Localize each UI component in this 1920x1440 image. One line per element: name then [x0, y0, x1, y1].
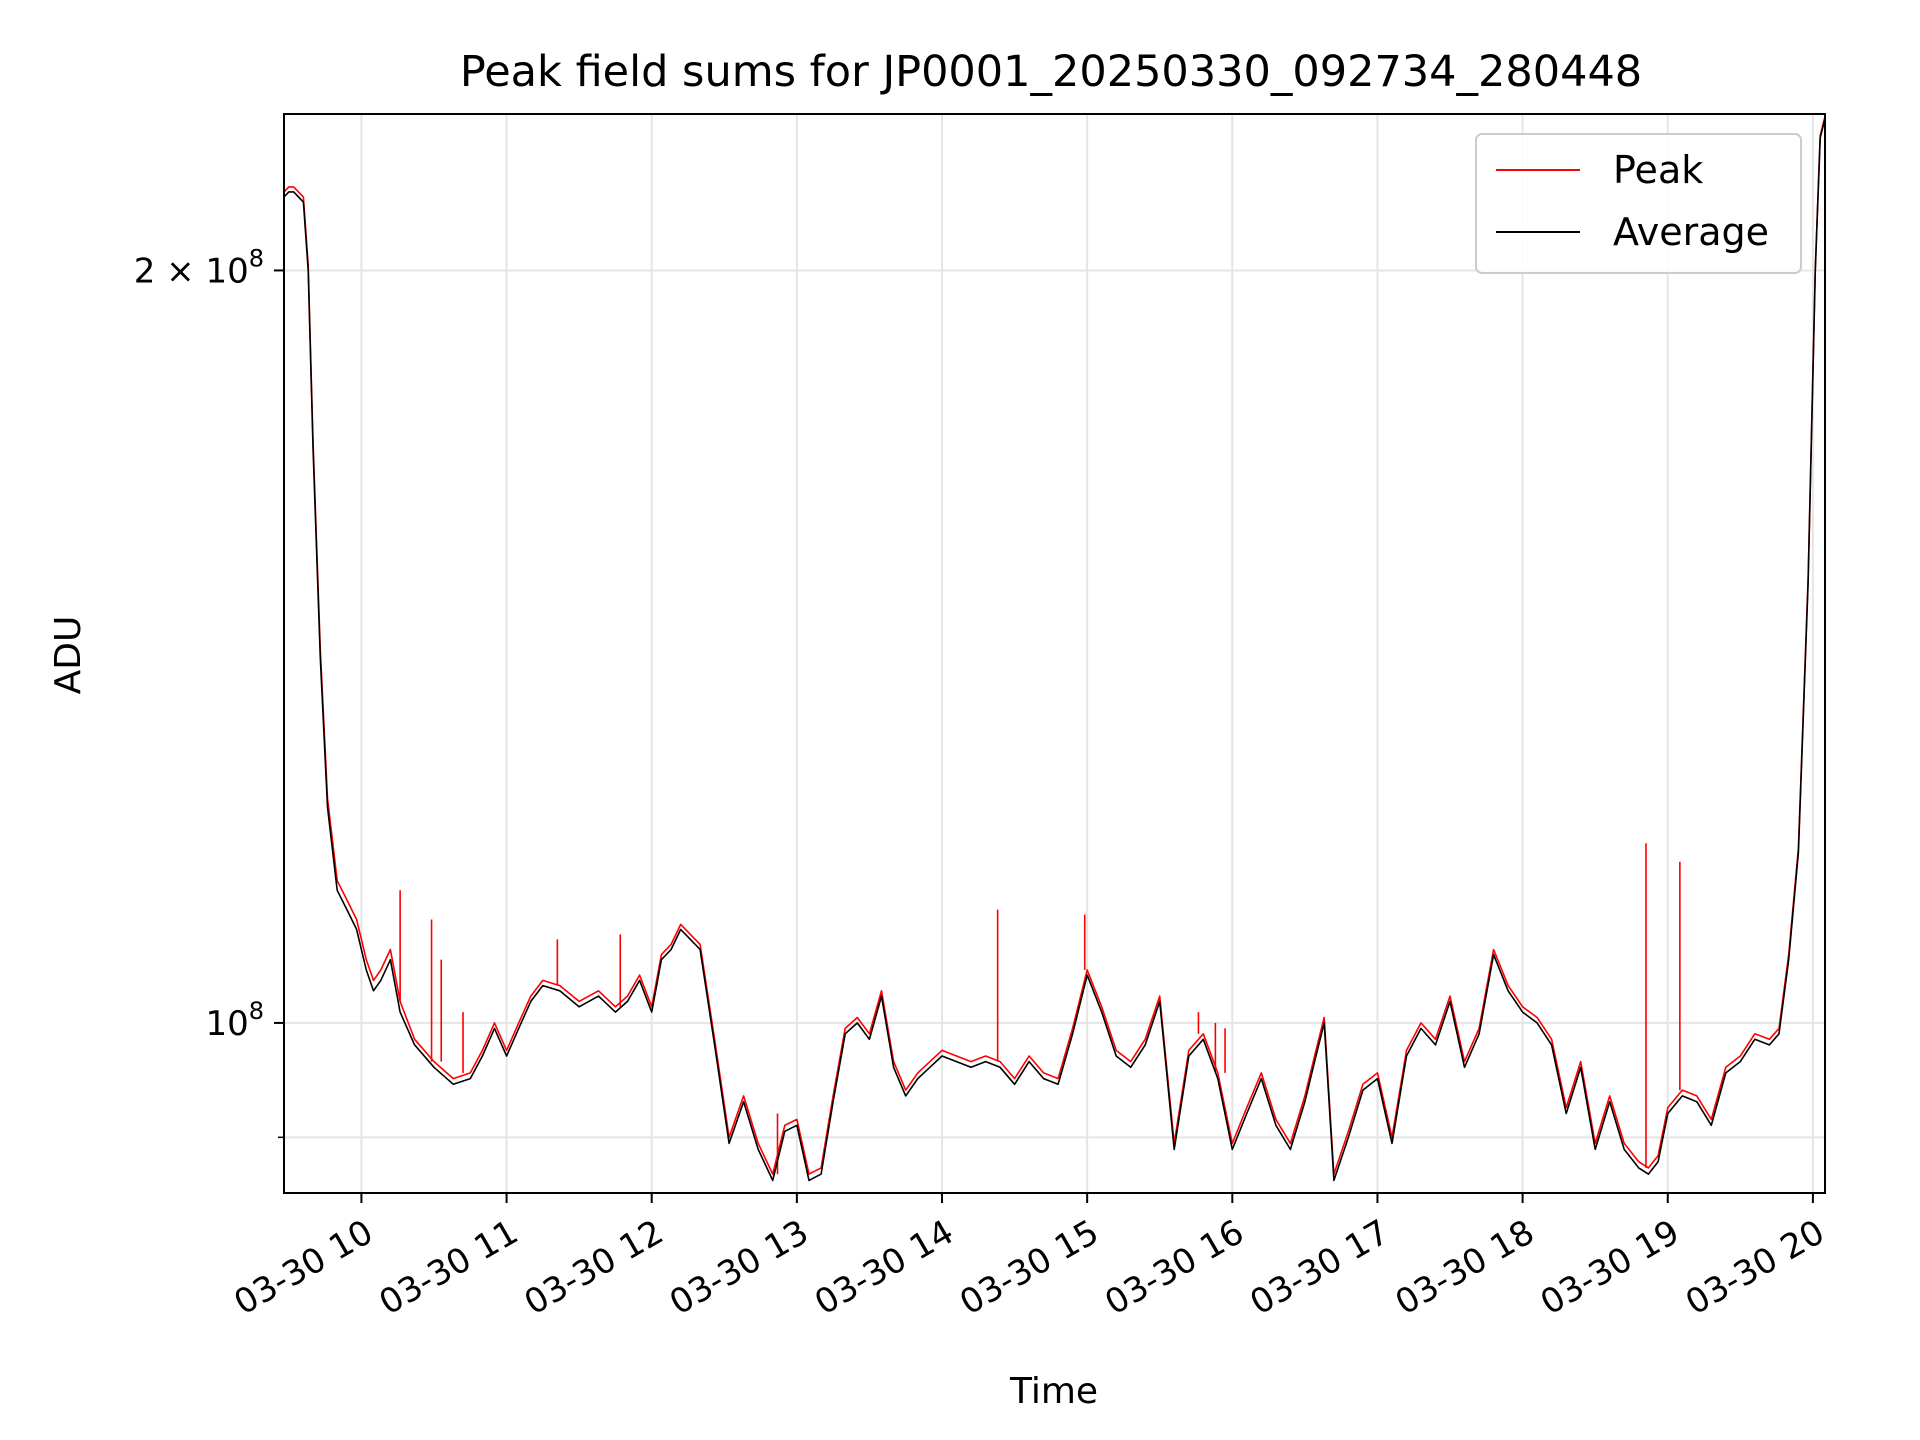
- y-tick-label: 2 × 108: [134, 244, 264, 291]
- legend: Peak Average: [1475, 133, 1802, 274]
- x-axis-label: Time: [1009, 1371, 1098, 1412]
- legend-label-average: Average: [1613, 210, 1769, 254]
- average-line: [284, 118, 1825, 1182]
- peak-line: [284, 116, 1825, 1175]
- y-tick-exponent: 8: [249, 997, 264, 1025]
- grid: [284, 114, 1825, 1193]
- y-axis-label: ADU: [48, 616, 89, 695]
- series-layer: [284, 116, 1825, 1182]
- chart-title: Peak field sums for JP0001_20250330_0927…: [460, 47, 1642, 97]
- legend-box: [1475, 133, 1802, 274]
- y-tick-exponent: 8: [249, 244, 264, 272]
- legend-label-peak: Peak: [1613, 148, 1703, 192]
- plot-background: [284, 114, 1825, 1193]
- plot-frame: [283, 113, 1826, 1194]
